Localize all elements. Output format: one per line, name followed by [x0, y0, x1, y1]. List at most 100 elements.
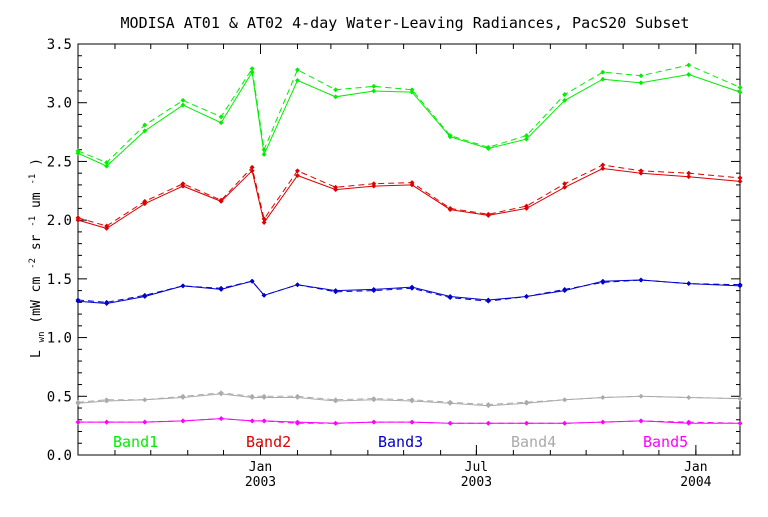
band1-at01-point: [180, 102, 186, 108]
band1-at02-point: [600, 69, 606, 75]
legend-label-band4: Band4: [511, 433, 556, 451]
band5-at02-point: [600, 419, 606, 425]
band3-at02-point: [142, 292, 148, 298]
y-axis-label: L wn (mW cm -2 sr -1 um -1 ): [24, 158, 48, 358]
band5-at02-point: [142, 419, 148, 425]
band2-at02-point: [638, 168, 644, 174]
band1-at02-dashed-line: [77, 64, 741, 164]
x-tick-label-month: Jul: [465, 460, 488, 475]
legend: Band1 Band2 Band3 Band4 Band5: [113, 433, 688, 451]
band3-at02-point: [261, 292, 267, 298]
band4-at02-point: [371, 396, 377, 402]
band3-at02-point: [485, 298, 491, 304]
band2-at01-point: [562, 184, 568, 190]
band4-at02-point: [638, 393, 644, 399]
band1-at02-point: [523, 133, 530, 139]
band4-at02-point: [104, 397, 110, 403]
band2-at02-point: [180, 181, 186, 187]
band4-at02-point: [261, 393, 267, 399]
band1-at02-point: [333, 87, 339, 93]
band5-at02-point: [638, 418, 644, 424]
y-tick-label: 0.0: [47, 448, 72, 464]
band5-at02-point: [333, 420, 339, 426]
band2-at02-point: [447, 205, 453, 211]
band4-at02-point: [447, 399, 453, 405]
band2-at02-point: [333, 184, 339, 190]
band3-at01-solid-line: [77, 279, 741, 305]
y-axis-label-main: L: [29, 350, 44, 358]
band5-at02-point: [686, 419, 692, 425]
band4-at02-point: [409, 397, 415, 403]
band2-at02-point: [737, 175, 743, 181]
band1-at02-point: [737, 84, 743, 91]
band1-at01-solid-line: [77, 70, 741, 167]
y-axis-label-sup-a: -2: [28, 258, 38, 269]
band5-at02-point: [371, 419, 377, 425]
band5-at02-point: [523, 420, 530, 426]
band1-at02-point: [180, 97, 186, 103]
band3-at02-point: [600, 279, 606, 285]
band2-at01-point: [686, 174, 692, 180]
band1-at01-point: [523, 136, 530, 142]
band1-at01-point: [261, 151, 267, 157]
y-tick-label: 3.0: [47, 96, 72, 112]
band4-at02-point: [562, 397, 568, 403]
band3-at02-point: [333, 289, 339, 295]
band4-at02-point: [75, 399, 81, 405]
band5-at02-point: [75, 419, 81, 425]
band1-at02-point: [218, 114, 224, 120]
band2-at02-point: [249, 164, 255, 170]
y-axis-label-unit-c: um: [29, 192, 44, 208]
band5-at02-point: [409, 419, 415, 425]
band1-at02-point: [294, 67, 301, 73]
band3-at02-point: [737, 282, 743, 288]
band1-at01-point: [333, 94, 339, 100]
band4-at02-point: [600, 394, 606, 401]
band3-at02-point: [218, 285, 224, 291]
band2-at01-point: [737, 178, 743, 184]
band1-at01-point: [104, 163, 110, 169]
legend-label-band3: Band3: [378, 433, 423, 451]
band1-at02-point: [485, 144, 491, 150]
band4-at02-point: [523, 399, 530, 405]
y-axis-label-unit-b: sr: [29, 234, 44, 250]
y-tick-label: 1.0: [47, 331, 72, 347]
band3-at02-point: [371, 288, 377, 294]
y-axis-label-unit-d: ): [29, 158, 44, 166]
band2-at02-point: [104, 223, 110, 229]
band2-at02-point: [562, 181, 568, 187]
series-layer: [75, 62, 743, 426]
band2-at02-point: [686, 170, 692, 176]
legend-label-band1: Band1: [113, 433, 158, 451]
band1-at01-point: [218, 120, 224, 126]
band1-at02-point: [638, 73, 644, 79]
band1-at02-point: [249, 66, 255, 72]
band2-at02-point: [600, 162, 606, 168]
band3-at02-point: [638, 277, 644, 283]
band1-at01-point: [686, 71, 692, 78]
band5-at02-point: [104, 419, 110, 425]
y-axis-label-subscript: wn: [37, 331, 47, 342]
y-axis-label-sup-b: -1: [28, 216, 38, 227]
band3-at02-point: [249, 278, 255, 284]
band4-at02-point: [294, 393, 301, 399]
band5-at02-point: [562, 420, 568, 426]
band5-at02-point: [737, 420, 743, 426]
x-tick-label-month: Jan: [684, 460, 707, 475]
band5-at02-point: [485, 420, 491, 426]
band1-at02-point: [104, 160, 110, 166]
legend-label-band5: Band5: [643, 433, 688, 451]
band5-at02-point: [249, 418, 255, 424]
y-tick-label: 2.5: [47, 154, 72, 170]
band2-at01-solid-line: [77, 167, 741, 229]
band3-at02-point: [409, 285, 415, 291]
x-tick-label-year: 2004: [680, 475, 711, 490]
x-tick-label-year: 2003: [245, 475, 276, 490]
band2-at01-point: [261, 219, 267, 226]
y-tick-label: 2.0: [47, 213, 72, 229]
band4-at02-point: [218, 390, 224, 396]
band3-at02-point: [294, 282, 301, 288]
band3-at02-point: [75, 297, 81, 303]
band1-at02-point: [371, 83, 377, 89]
